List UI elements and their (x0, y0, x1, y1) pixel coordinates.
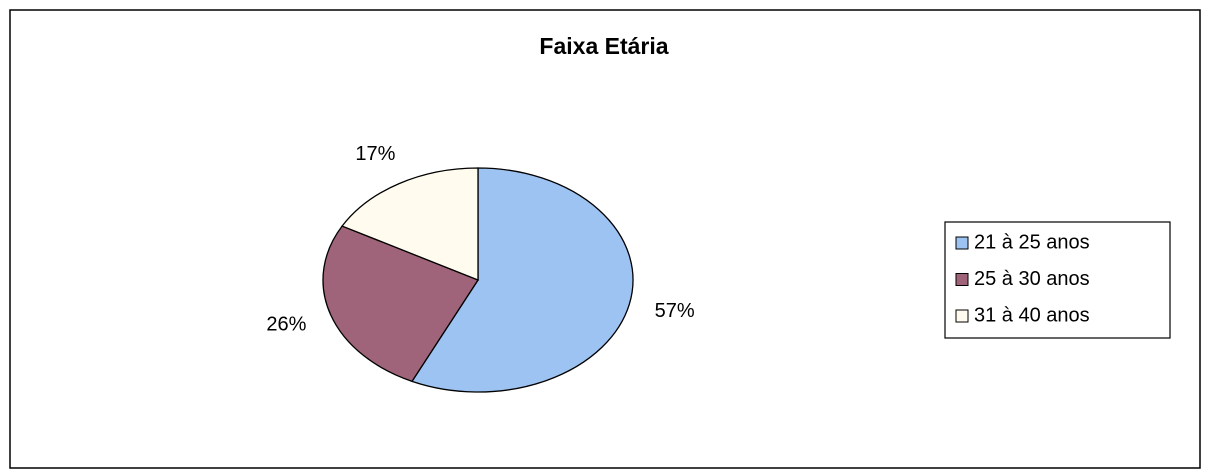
legend-swatch (955, 236, 969, 250)
pie-slice (341, 167, 479, 281)
legend-swatch (955, 309, 969, 323)
legend-label: 31 à 40 anos (974, 304, 1090, 326)
legend-box (944, 221, 1171, 339)
pie-slice (411, 167, 634, 393)
data-label: 26% (266, 313, 306, 335)
legend-label: 25 à 30 anos (974, 268, 1090, 290)
legend-label: 21 à 25 anos (974, 231, 1090, 253)
legend-swatch (955, 273, 969, 286)
chart-title: Faixa Etária (539, 33, 668, 59)
data-label: 17% (355, 143, 395, 165)
data-label: 57% (655, 300, 695, 322)
